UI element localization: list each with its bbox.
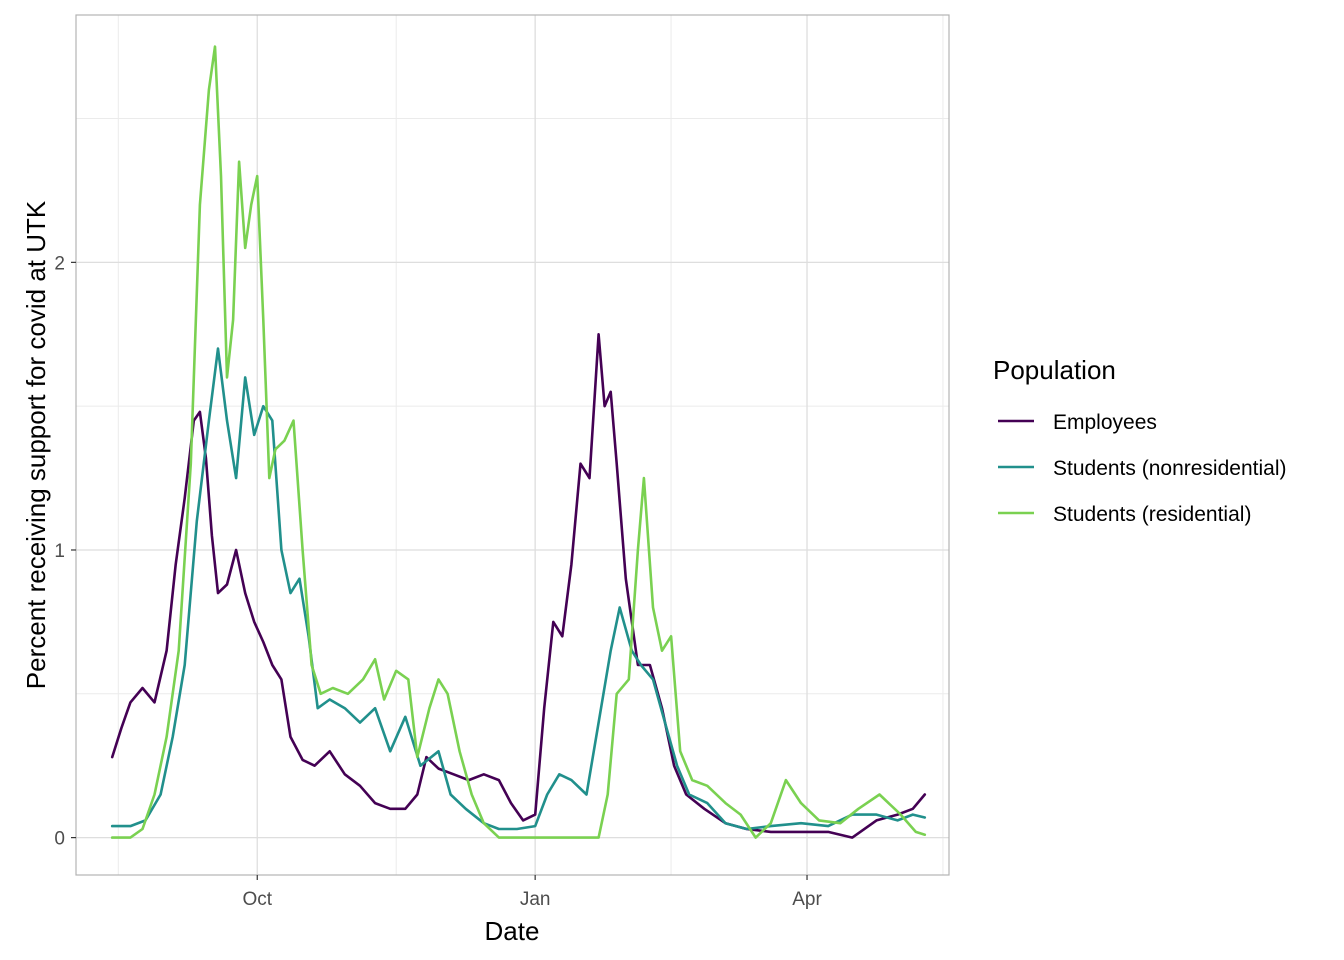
series-line-1	[110, 333, 927, 839]
legend-title: Population	[993, 355, 1116, 385]
legend-label-2: Students (nonresidential)	[1053, 457, 1286, 480]
legend-label-1: Employees	[1053, 411, 1157, 434]
y-axis-title: Percent receiving support for covid at U…	[21, 200, 51, 689]
y-tick-label: 0	[54, 829, 65, 850]
x-tick-label: Oct	[242, 889, 272, 910]
x-tick-label: Apr	[792, 889, 822, 910]
legend-label-3: Students (residential)	[1053, 503, 1251, 526]
series-line-3	[110, 45, 927, 839]
series-lines	[110, 45, 927, 839]
y-tick-label: 2	[54, 253, 65, 274]
x-axis-ticks: Oct Jan Apr	[242, 875, 822, 910]
x-axis-title: Date	[485, 916, 540, 946]
legend: Population Employees Students (nonresiden…	[993, 355, 1286, 526]
minor-gridlines	[76, 15, 949, 875]
y-tick-label: 1	[54, 541, 65, 562]
series-line-2	[110, 347, 927, 831]
panel-background	[76, 15, 949, 875]
panel-border	[75, 14, 950, 876]
x-tick-label: Jan	[520, 889, 551, 910]
y-axis-ticks: 0 1 2	[54, 253, 76, 850]
